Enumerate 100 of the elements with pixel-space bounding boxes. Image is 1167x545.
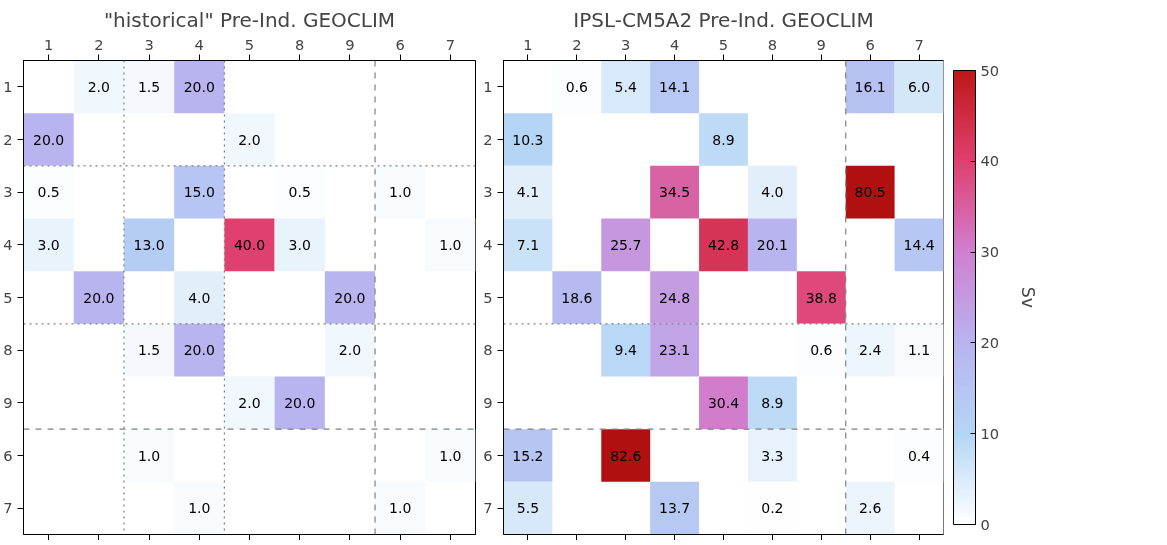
data-label: 0.2 bbox=[761, 500, 784, 517]
y-tick-label: 2 bbox=[483, 130, 493, 148]
x-tick-label: 8 bbox=[295, 35, 305, 53]
color-bar-label: 20 bbox=[980, 333, 1000, 351]
x-tick-label: 9 bbox=[345, 35, 355, 53]
data-label: 3.0 bbox=[288, 236, 311, 253]
chart-title: "historical" Pre-Ind. GEOCLIM bbox=[103, 7, 396, 32]
data-label: 2.6 bbox=[859, 500, 882, 517]
x-tick-label: 9 bbox=[816, 35, 826, 53]
y-tick-label: 7 bbox=[3, 499, 13, 517]
data-label: 4.1 bbox=[516, 184, 540, 201]
data-label: 9.4 bbox=[614, 342, 637, 359]
data-label: 5.5 bbox=[516, 500, 540, 517]
x-tick-label: 7 bbox=[445, 35, 456, 53]
x-tick-label: 4 bbox=[669, 35, 680, 53]
data-label: 14.4 bbox=[903, 236, 935, 253]
data-label: 1.0 bbox=[439, 447, 462, 464]
data-label: 3.0 bbox=[37, 236, 60, 253]
data-label: 18.6 bbox=[561, 289, 593, 306]
data-label: 0.6 bbox=[565, 78, 589, 95]
data-label: 1.5 bbox=[137, 342, 161, 359]
y-tick-label: 8 bbox=[483, 341, 493, 359]
data-label: 4.0 bbox=[188, 289, 211, 306]
data-label: 30.4 bbox=[707, 394, 740, 411]
data-label: 15.0 bbox=[183, 184, 215, 201]
y-tick-label: 9 bbox=[3, 393, 13, 411]
data-label: 42.8 bbox=[707, 236, 740, 253]
x-tick-label: 6 bbox=[865, 35, 875, 53]
data-label: 13.7 bbox=[659, 500, 691, 517]
y-tick-label: 1 bbox=[483, 77, 493, 95]
color-bar-label: 0 bbox=[980, 515, 990, 533]
x-tick-label: 3 bbox=[621, 35, 631, 53]
y-tick-label: 6 bbox=[483, 446, 493, 464]
data-label: 4.0 bbox=[761, 184, 784, 201]
data-label: 20.1 bbox=[756, 236, 788, 253]
y-tick-label: 3 bbox=[483, 183, 493, 201]
color-bar-label: 30 bbox=[980, 243, 1000, 261]
data-label: 1.0 bbox=[188, 500, 211, 517]
data-label: 38.8 bbox=[805, 289, 837, 306]
x-tick-label: 8 bbox=[767, 35, 778, 53]
data-label: 15.2 bbox=[512, 447, 544, 464]
x-tick-label: 2 bbox=[94, 35, 104, 53]
data-label: 13.0 bbox=[133, 236, 165, 253]
data-label: 3.3 bbox=[761, 447, 784, 464]
data-label: 1.0 bbox=[389, 184, 412, 201]
data-label: 24.8 bbox=[659, 289, 691, 306]
x-tick-label: 5 bbox=[718, 35, 729, 53]
data-label: 23.1 bbox=[659, 342, 691, 359]
data-label: 2.4 bbox=[859, 342, 882, 359]
data-label: 1.1 bbox=[907, 342, 931, 359]
y-tick-label: 4 bbox=[483, 235, 493, 253]
x-tick-label: 6 bbox=[395, 35, 405, 53]
color-bar-label: 50 bbox=[980, 61, 1000, 79]
data-label: 20.0 bbox=[284, 394, 316, 411]
y-tick-label: 6 bbox=[3, 446, 13, 464]
chart-title: IPSL-CM5A2 Pre-Ind. GEOCLIM bbox=[573, 7, 874, 32]
y-tick-label: 1 bbox=[3, 77, 13, 95]
data-label: 10.3 bbox=[512, 131, 544, 148]
x-tick-label: 5 bbox=[244, 35, 255, 53]
x-tick-label: 2 bbox=[572, 35, 582, 53]
data-label: 0.6 bbox=[810, 342, 833, 359]
data-label: 8.9 bbox=[761, 394, 784, 411]
color-bar-title: Sv bbox=[1017, 286, 1038, 309]
data-label: 80.5 bbox=[854, 184, 886, 201]
data-label: 0.5 bbox=[37, 184, 60, 201]
data-label: 20.0 bbox=[83, 289, 115, 306]
y-tick-label: 5 bbox=[3, 288, 13, 306]
data-label: 20.0 bbox=[33, 131, 65, 148]
data-label: 25.7 bbox=[610, 236, 642, 253]
x-tick-label: 7 bbox=[914, 35, 924, 53]
y-tick-label: 9 bbox=[483, 393, 493, 411]
y-tick-label: 7 bbox=[483, 499, 493, 517]
data-label: 16.1 bbox=[854, 78, 886, 95]
data-label: 2.0 bbox=[238, 394, 261, 411]
y-tick-label: 3 bbox=[3, 183, 13, 201]
data-label: 1.0 bbox=[439, 236, 462, 253]
data-label: 8.9 bbox=[712, 131, 735, 148]
x-tick-label: 4 bbox=[194, 35, 204, 53]
data-label: 20.0 bbox=[334, 289, 366, 306]
data-label: 2.0 bbox=[87, 78, 110, 95]
data-label: 34.5 bbox=[659, 184, 691, 201]
color-bar-label: 40 bbox=[980, 152, 1000, 170]
data-label: 0.5 bbox=[288, 184, 311, 201]
data-label: 20.0 bbox=[183, 342, 215, 359]
data-label: 0.4 bbox=[907, 447, 931, 464]
data-label: 1.0 bbox=[389, 500, 412, 517]
y-tick-label: 5 bbox=[483, 288, 493, 306]
data-label: 20.0 bbox=[183, 78, 215, 95]
data-label: 5.4 bbox=[614, 78, 637, 95]
x-tick-label: 1 bbox=[523, 35, 533, 53]
data-label: 1.5 bbox=[137, 78, 161, 95]
color-bar-label: 10 bbox=[980, 424, 1000, 442]
data-label: 14.1 bbox=[659, 78, 691, 95]
data-label: 1.0 bbox=[137, 447, 161, 464]
data-label: 7.1 bbox=[516, 236, 540, 253]
y-tick-label: 2 bbox=[3, 130, 13, 148]
data-label: 2.0 bbox=[238, 131, 261, 148]
data-label: 2.0 bbox=[338, 342, 362, 359]
x-tick-label: 3 bbox=[144, 35, 154, 53]
data-label: 40.0 bbox=[233, 236, 266, 253]
